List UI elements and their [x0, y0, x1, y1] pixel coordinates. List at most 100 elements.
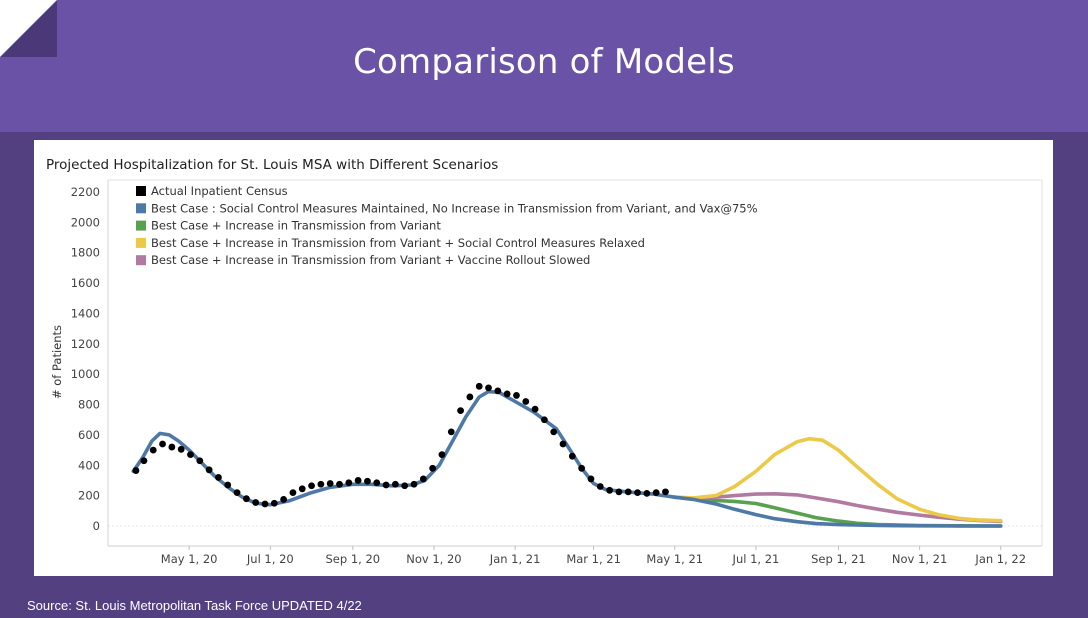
- y-tick-label: 800: [78, 398, 100, 412]
- data-point: [410, 480, 418, 488]
- slide-header: Comparison of Models: [0, 0, 1088, 132]
- y-tick-label: 2200: [71, 185, 100, 199]
- series-0: [132, 382, 669, 508]
- data-point: [615, 488, 623, 496]
- series-4: [672, 491, 1003, 524]
- chart-title: Projected Hospitalization for St. Louis …: [46, 157, 498, 173]
- y-tick-label: 1000: [71, 367, 100, 381]
- data-point: [242, 495, 250, 503]
- chart-panel: Projected Hospitalization for St. Louis …: [34, 140, 1053, 576]
- data-point: [317, 480, 325, 488]
- x-tick-label: Sep 1, 21: [811, 552, 866, 566]
- y-axis-label: # of Patients: [50, 325, 64, 399]
- data-point: [289, 489, 297, 496]
- x-tick-label: Nov 1, 21: [892, 552, 947, 566]
- data-point: [624, 488, 632, 496]
- x-tick-label: Jul 1, 21: [732, 552, 780, 566]
- legend-label: Best Case + Increase in Transmission fro…: [151, 253, 590, 267]
- data-point: [140, 457, 148, 465]
- x-tick-label: May 1, 21: [646, 552, 703, 566]
- data-point: [205, 466, 213, 474]
- data-point: [187, 451, 194, 459]
- source-note: Source: St. Louis Metropolitan Task Forc…: [27, 598, 362, 613]
- chart: Projected Hospitalization for St. Louis …: [46, 157, 1043, 566]
- data-point: [438, 451, 446, 459]
- data-point: [522, 398, 530, 405]
- data-point: [559, 440, 567, 448]
- data-point: [568, 452, 576, 460]
- legend-label: Actual Inpatient Census: [151, 184, 288, 198]
- data-point: [634, 489, 641, 496]
- y-tick-label: 1400: [71, 306, 100, 320]
- data-point: [280, 496, 288, 503]
- data-point: [261, 500, 269, 508]
- y-tick-label: 1600: [71, 276, 100, 290]
- legend-label: Best Case + Increase in Transmission fro…: [151, 219, 441, 233]
- data-point: [298, 485, 306, 493]
- data-point: [447, 428, 455, 436]
- legend-swatch: [136, 186, 146, 196]
- x-tick-label: Jan 1, 22: [974, 552, 1026, 566]
- y-ticks: 0 200 400 600 800 1000 1200 1400 1600 1800 2000 220…: [71, 185, 100, 533]
- data-point: [224, 481, 232, 489]
- series-line: [672, 436, 1003, 523]
- data-point: [587, 475, 595, 483]
- data-point: [364, 477, 371, 485]
- y-tick-label: 2000: [71, 215, 100, 229]
- data-point: [215, 474, 222, 481]
- slide-title: Comparison of Models: [353, 42, 735, 82]
- data-point: [596, 483, 604, 490]
- data-point: [485, 384, 492, 392]
- legend-swatch: [136, 237, 146, 248]
- data-point: [531, 405, 539, 413]
- data-point: [429, 464, 437, 472]
- data-point: [475, 382, 483, 390]
- data-point: [550, 428, 558, 436]
- data-point: [419, 475, 427, 483]
- data-point: [177, 445, 185, 453]
- series-3: [672, 436, 1003, 523]
- y-tick-label: 1200: [71, 337, 100, 351]
- legend-swatch: [136, 255, 146, 266]
- data-point: [382, 481, 390, 489]
- data-point: [606, 486, 613, 494]
- x-tick-label: Sep 1, 20: [326, 552, 381, 566]
- data-point: [252, 499, 260, 506]
- x-tick-label: May 1, 20: [161, 552, 218, 566]
- data-point: [326, 480, 334, 487]
- data-point: [513, 392, 520, 399]
- data-point: [391, 480, 399, 488]
- series-1: [131, 389, 1003, 528]
- y-tick-label: 1800: [71, 246, 100, 260]
- legend-label: Best Case : Social Control Measures Main…: [151, 201, 758, 215]
- legend-label: Best Case + Increase in Transmission fro…: [151, 236, 645, 250]
- page-corner-fold: [0, 0, 57, 57]
- y-tick-label: 400: [78, 458, 100, 472]
- data-point: [494, 387, 502, 395]
- y-tick-label: 200: [78, 489, 100, 503]
- legend-swatch: [136, 220, 146, 231]
- data-point: [132, 467, 140, 474]
- legend-swatch: [136, 203, 146, 214]
- data-point: [308, 482, 315, 490]
- x-tick-label: Jan 1, 21: [489, 552, 541, 566]
- x-ticks: May 1, 20 Jul 1, 20 Sep 1, 20 Nov 1, 20 Jan …: [161, 546, 1026, 566]
- data-point: [578, 464, 586, 472]
- legend: Actual Inpatient Census Best Case : Socia…: [136, 184, 758, 267]
- data-point: [233, 489, 241, 496]
- data-point: [345, 479, 353, 487]
- data-point: [503, 390, 511, 398]
- x-tick-label: Jul 1, 20: [246, 552, 294, 566]
- data-point: [662, 488, 669, 496]
- data-point: [336, 480, 343, 488]
- data-point: [168, 443, 176, 451]
- series-layer: [131, 382, 1003, 528]
- y-tick-label: 0: [93, 519, 100, 533]
- data-point: [540, 416, 548, 424]
- data-point: [149, 446, 157, 454]
- series-line: [672, 491, 1003, 524]
- data-point: [643, 489, 651, 497]
- data-point: [196, 457, 204, 465]
- data-point: [159, 440, 166, 448]
- data-point: [652, 489, 660, 496]
